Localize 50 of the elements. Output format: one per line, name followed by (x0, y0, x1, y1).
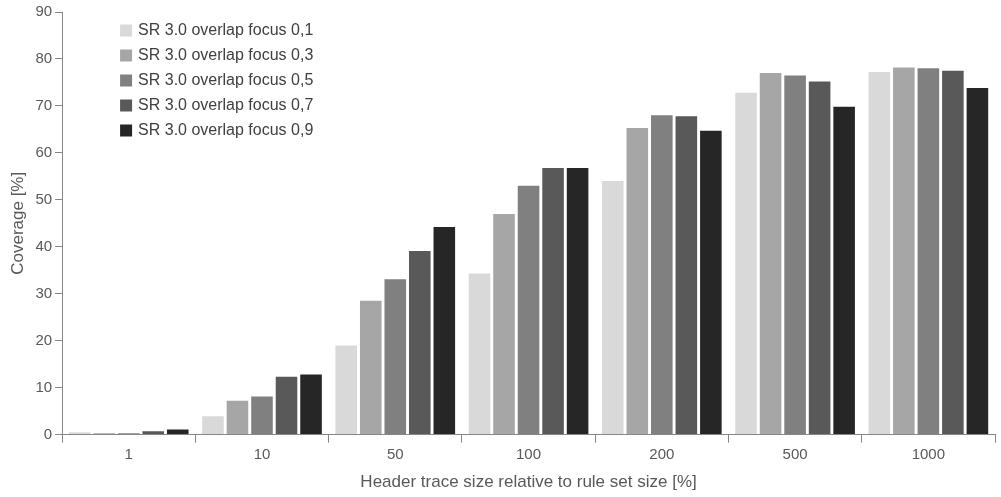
y-tick-label: 40 (35, 236, 53, 254)
x-tick-label: 500 (782, 444, 808, 462)
x-tick-label: 200 (649, 444, 675, 462)
bar (166, 429, 189, 435)
y-tick-label: 50 (35, 189, 53, 207)
bar (202, 416, 224, 435)
bar (735, 92, 757, 435)
y-tick-label: 90 (35, 2, 53, 20)
bar (601, 181, 624, 435)
bar (759, 73, 782, 435)
bar (700, 130, 722, 435)
x-tick-label: 10 (253, 444, 271, 462)
x-tick-label: 1 (124, 444, 133, 462)
bar (942, 70, 964, 435)
bar (142, 431, 165, 435)
legend-label: SR 3.0 overlap focus 0,7 (138, 95, 314, 113)
legend-label: SR 3.0 overlap focus 0,1 (138, 20, 314, 38)
bar (359, 300, 382, 435)
legend-label: SR 3.0 overlap focus 0,3 (138, 45, 314, 63)
bar (433, 227, 456, 435)
bar (808, 81, 831, 435)
x-tick-label: 1000 (911, 444, 946, 462)
y-tick-label: 80 (35, 49, 53, 67)
bar (675, 116, 698, 435)
legend-label: SR 3.0 overlap focus 0,9 (138, 120, 314, 138)
x-axis-title: Header trace size relative to rule set size [%] (360, 472, 697, 492)
bar (893, 67, 915, 435)
bar (300, 374, 322, 435)
bar (226, 400, 249, 435)
legend-label: SR 3.0 overlap focus 0,5 (138, 70, 314, 88)
bar (868, 72, 891, 435)
bar (833, 106, 855, 435)
x-tick-label: 50 (386, 444, 404, 462)
y-tick-label: 60 (35, 143, 53, 161)
bar (966, 88, 989, 435)
bar (335, 345, 358, 435)
bar (468, 273, 491, 435)
y-tick-label: 30 (35, 283, 53, 301)
bar (542, 167, 564, 435)
y-tick-label: 10 (35, 377, 53, 395)
y-axis-title: Coverage [%] (7, 171, 27, 275)
bar (409, 251, 431, 435)
y-tick-label: 0 (43, 424, 53, 442)
bar (626, 127, 649, 435)
y-tick-label: 70 (35, 96, 53, 114)
bar (493, 213, 515, 435)
bar (275, 376, 298, 435)
y-tick-label: 20 (35, 330, 53, 348)
bar (566, 167, 589, 435)
x-tick-label: 100 (516, 444, 542, 462)
